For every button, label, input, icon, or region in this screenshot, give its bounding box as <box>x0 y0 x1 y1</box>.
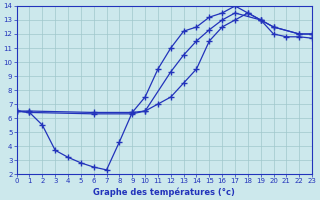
X-axis label: Graphe des températures (°c): Graphe des températures (°c) <box>93 187 235 197</box>
